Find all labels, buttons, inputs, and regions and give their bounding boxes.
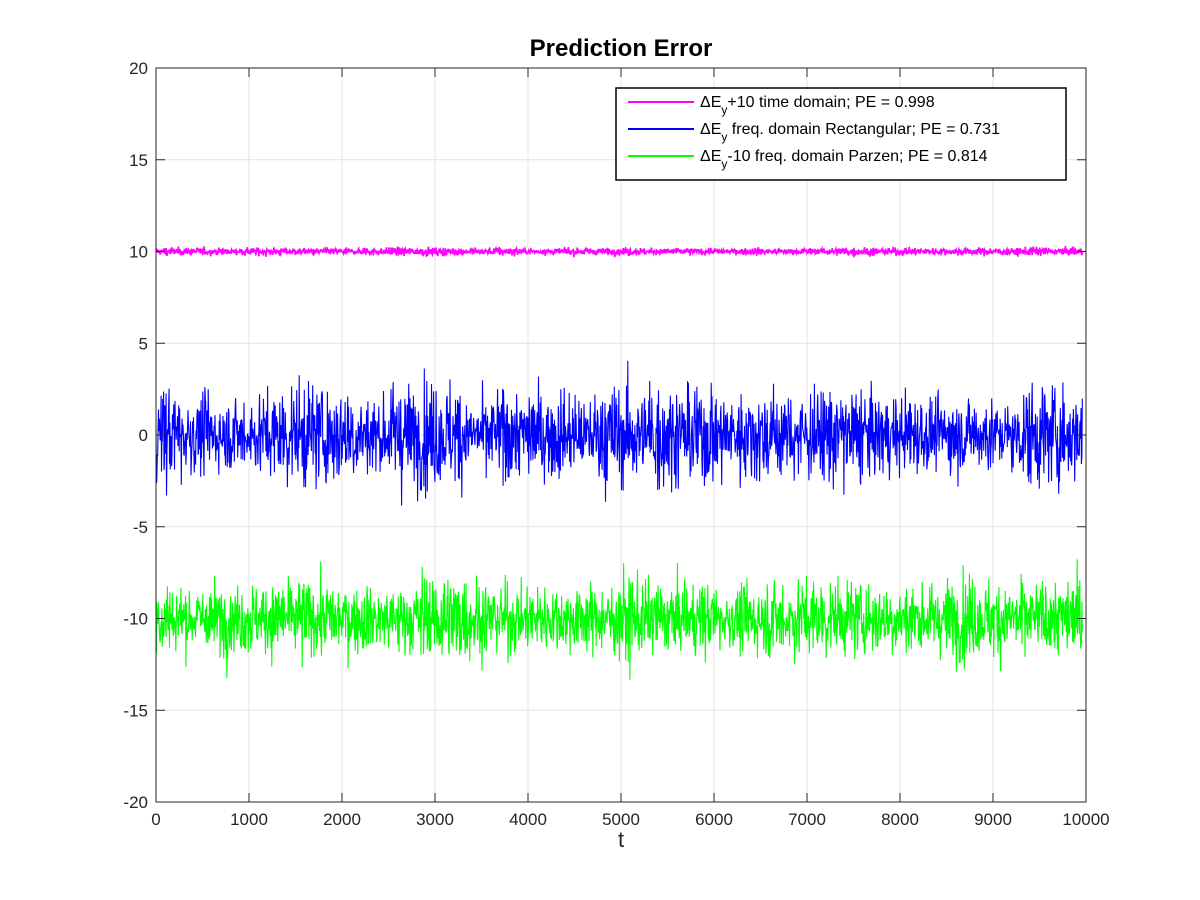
- x-tick-label: 3000: [416, 810, 454, 829]
- y-tick-label: 5: [139, 334, 148, 353]
- y-tick-label: 15: [129, 151, 148, 170]
- legend-label-2: ΔEy freq. domain Rectangular; PE = 0.731: [700, 121, 1000, 144]
- x-tick-label: 5000: [602, 810, 640, 829]
- y-tick-label: -10: [123, 610, 148, 629]
- x-tick-label: 4000: [509, 810, 547, 829]
- x-tick-label: 2000: [323, 810, 361, 829]
- y-tick-label: 20: [129, 59, 148, 78]
- x-tick-label: 6000: [695, 810, 733, 829]
- y-tick-label: -20: [123, 793, 148, 812]
- legend-label-1: ΔEy+10 time domain; PE = 0.998: [700, 94, 935, 117]
- x-tick-label: 8000: [881, 810, 919, 829]
- x-tick-label: 10000: [1062, 810, 1109, 829]
- y-tick-label: 10: [129, 243, 148, 262]
- chart-title: Prediction Error: [530, 35, 713, 62]
- x-tick-label: 1000: [230, 810, 268, 829]
- series-line-3: [155, 559, 1083, 680]
- x-tick-label: 0: [151, 810, 160, 829]
- series-layer: [155, 245, 1084, 680]
- y-tick-label: -5: [133, 518, 148, 537]
- x-tick-label: 9000: [974, 810, 1012, 829]
- y-tick-label: 0: [139, 426, 148, 445]
- x-tick-label: 7000: [788, 810, 826, 829]
- legend: ΔEy+10 time domain; PE = 0.998 ΔEy freq. …: [615, 87, 1067, 181]
- axis-ticks: 0 1000 2000 3000 4000 5000 6000 7000 8000 9000 100…: [123, 59, 1109, 829]
- series-line-2: [155, 360, 1083, 506]
- legend-label-3: ΔEy-10 freq. domain Parzen; PE = 0.814: [700, 148, 988, 171]
- legend-box: [615, 87, 1067, 181]
- series-line-1: [155, 245, 1084, 259]
- y-tick-label: -15: [123, 701, 148, 720]
- x-axis-label: t: [618, 827, 624, 852]
